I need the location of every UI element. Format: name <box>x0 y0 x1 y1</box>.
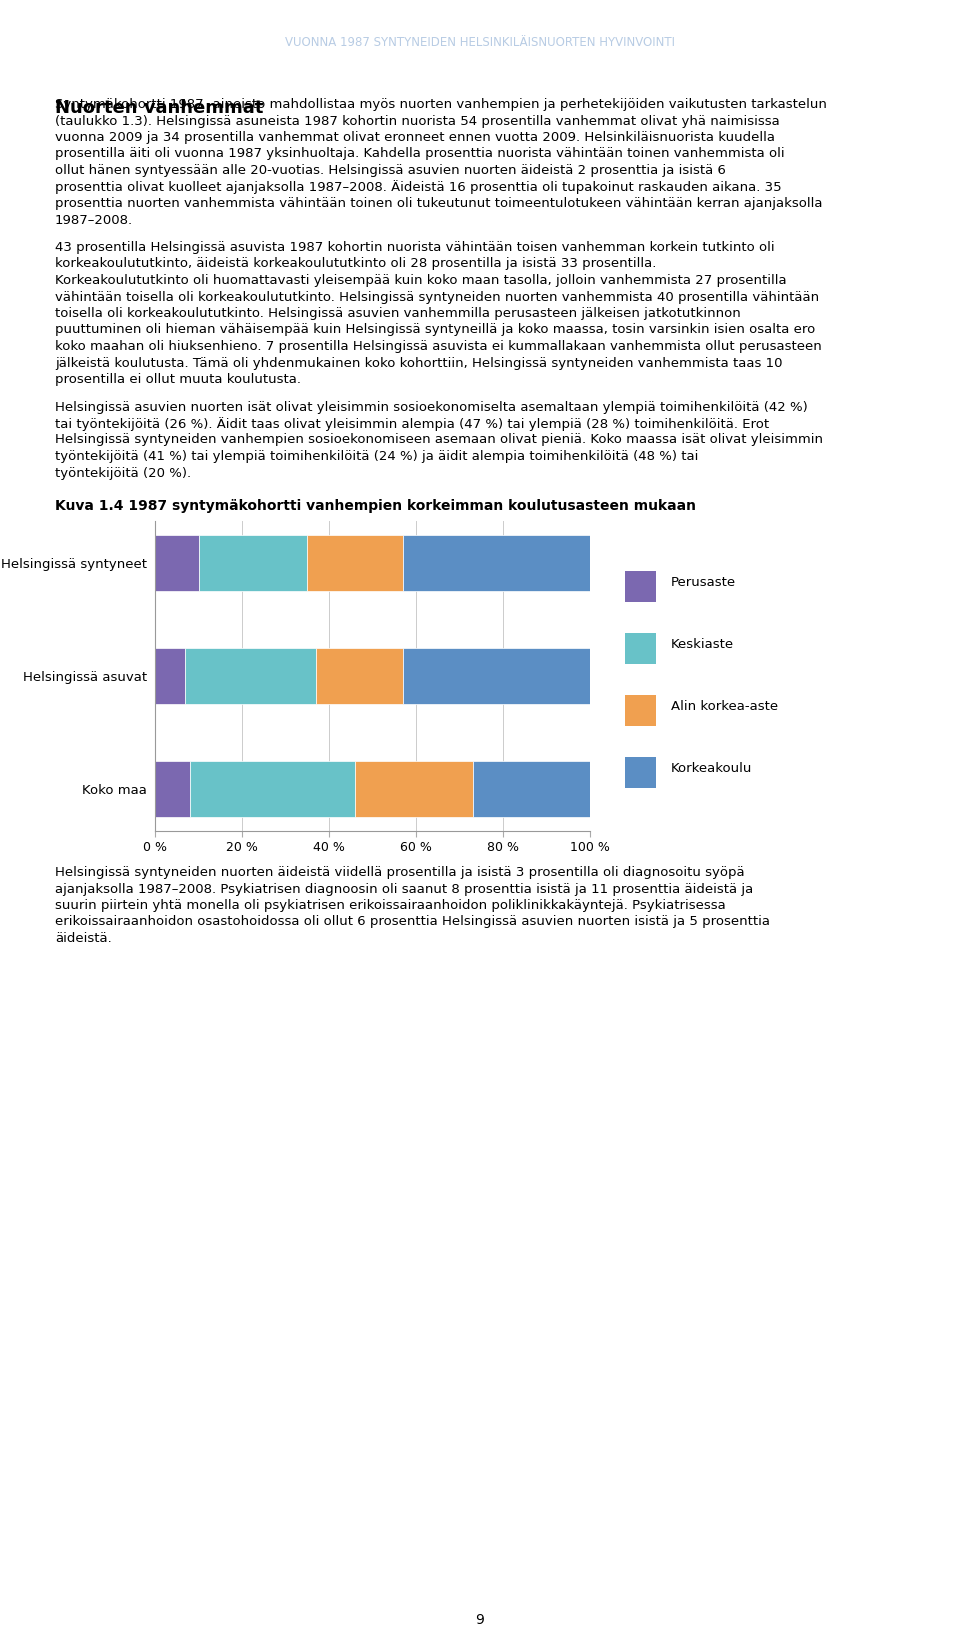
Text: vuonna 2009 ja 34 prosentilla vanhemmat olivat eronneet ennen vuotta 2009. Helsi: vuonna 2009 ja 34 prosentilla vanhemmat … <box>55 130 775 144</box>
Text: työntekijöitä (20 %).: työntekijöitä (20 %). <box>55 467 191 480</box>
Text: Korkeakoulututkinto oli huomattavasti yleisempää kuin koko maan tasolla, jolloin: Korkeakoulututkinto oli huomattavasti yl… <box>55 274 786 287</box>
Bar <box>625 571 656 602</box>
Text: prosentilla äiti oli vuonna 1987 yksinhuoltaja. Kahdella prosenttia nuorista väh: prosentilla äiti oli vuonna 1987 yksinhu… <box>55 147 784 160</box>
Text: vähintään toisella oli korkeakoulututkinto. Helsingissä syntyneiden nuorten vanh: vähintään toisella oli korkeakoulututkin… <box>55 290 819 304</box>
Text: Perusaste: Perusaste <box>671 576 736 589</box>
Text: työntekijöitä (41 %) tai ylempiä toimihenkilöitä (24 %) ja äidit alempia toimihe: työntekijöitä (41 %) tai ylempiä toimihe… <box>55 450 698 464</box>
Bar <box>625 757 656 787</box>
Text: Keskiaste: Keskiaste <box>671 639 734 652</box>
Text: äideistä.: äideistä. <box>55 932 111 945</box>
Text: VUONNA 1987 SYNTYNEIDEN HELSINKILÄISNUORTEN HYVINVOINTI: VUONNA 1987 SYNTYNEIDEN HELSINKILÄISNUOR… <box>285 36 675 50</box>
Text: 1987–2008.: 1987–2008. <box>55 213 133 226</box>
Text: Kuva 1.4 1987 syntymäkohortti vanhempien korkeimman koulutusasteen mukaan: Kuva 1.4 1987 syntymäkohortti vanhempien… <box>55 498 696 513</box>
Text: toisella oli korkeakoulututkinto. Helsingissä asuvien vanhemmilla perusasteen jä: toisella oli korkeakoulututkinto. Helsin… <box>55 307 741 320</box>
Text: korkeakoulututkinto, äideistä korkeakoulututkinto oli 28 prosentilla ja isistä 3: korkeakoulututkinto, äideistä korkeakoul… <box>55 257 657 271</box>
Text: koko maahan oli hiuksenhieno. 7 prosentilla Helsingissä asuvista ei kummallakaan: koko maahan oli hiuksenhieno. 7 prosenti… <box>55 340 822 353</box>
Text: 43 prosentilla Helsingissä asuvista 1987 kohortin nuorista vähintään toisen vanh: 43 prosentilla Helsingissä asuvista 1987… <box>55 241 775 254</box>
Text: Helsingissä asuvien nuorten isät olivat yleisimmin sosioekonomiselta asemaltaan : Helsingissä asuvien nuorten isät olivat … <box>55 401 807 414</box>
Text: erikoissairaanhoidon osastohoidossa oli ollut 6 prosenttia Helsingissä asuvien n: erikoissairaanhoidon osastohoidossa oli … <box>55 916 770 929</box>
Bar <box>307 535 403 591</box>
Bar <box>155 648 185 705</box>
Text: ajanjaksolla 1987–2008. Psykiatrisen diagnoosin oli saanut 8 prosenttia isistä j: ajanjaksolla 1987–2008. Psykiatrisen dia… <box>55 883 754 896</box>
Text: Alin korkea-aste: Alin korkea-aste <box>671 701 779 713</box>
Text: prosenttia olivat kuolleet ajanjaksolla 1987–2008. Äideistä 16 prosenttia oli tu: prosenttia olivat kuolleet ajanjaksolla … <box>55 180 781 195</box>
Text: puuttuminen oli hieman vähäisempää kuin Helsingissä syntyneillä ja koko maassa, : puuttuminen oli hieman vähäisempää kuin … <box>55 323 815 337</box>
Bar <box>155 535 199 591</box>
Bar <box>316 648 403 705</box>
Bar <box>185 648 316 705</box>
Text: Syntymäkohortti 1987 -aineisto mahdollistaa myös nuorten vanhempien ja perheteki: Syntymäkohortti 1987 -aineisto mahdollis… <box>55 97 827 111</box>
Bar <box>355 761 472 817</box>
Bar <box>625 632 656 663</box>
Text: 9: 9 <box>475 1614 485 1627</box>
Bar <box>472 761 590 817</box>
Text: Nuorten vanhemmat: Nuorten vanhemmat <box>55 99 263 117</box>
Bar <box>403 535 590 591</box>
Text: prosentilla ei ollut muuta koulutusta.: prosentilla ei ollut muuta koulutusta. <box>55 373 301 386</box>
Text: jälkeistä koulutusta. Tämä oli yhdenmukainen koko kohorttiin, Helsingissä syntyn: jälkeistä koulutusta. Tämä oli yhdenmuka… <box>55 356 782 370</box>
Text: (taulukko 1.3). Helsingissä asuneista 1987 kohortin nuorista 54 prosentilla vanh: (taulukko 1.3). Helsingissä asuneista 19… <box>55 114 780 127</box>
Text: prosenttia nuorten vanhemmista vähintään toinen oli tukeutunut toimeentulotukeen: prosenttia nuorten vanhemmista vähintään… <box>55 196 823 210</box>
Bar <box>155 761 190 817</box>
Bar <box>190 761 355 817</box>
Text: Helsingissä syntyneiden nuorten äideistä viidellä prosentilla ja isistä 3 prosen: Helsingissä syntyneiden nuorten äideistä… <box>55 866 745 879</box>
Text: ollut hänen syntyessään alle 20-vuotias. Helsingissä asuvien nuorten äideistä 2 : ollut hänen syntyessään alle 20-vuotias.… <box>55 163 726 177</box>
Bar <box>625 695 656 726</box>
Text: Korkeakoulu: Korkeakoulu <box>671 762 753 776</box>
Bar <box>403 648 590 705</box>
Text: Helsingissä syntyneiden vanhempien sosioekonomiseen asemaan olivat pieniä. Koko : Helsingissä syntyneiden vanhempien sosio… <box>55 434 823 447</box>
Text: suurin piirtein yhtä monella oli psykiatrisen erikoissairaanhoidon poliklinikkak: suurin piirtein yhtä monella oli psykiat… <box>55 899 726 912</box>
Text: tai työntekijöitä (26 %). Äidit taas olivat yleisimmin alempia (47 %) tai ylempi: tai työntekijöitä (26 %). Äidit taas oli… <box>55 417 769 431</box>
Bar <box>199 535 307 591</box>
